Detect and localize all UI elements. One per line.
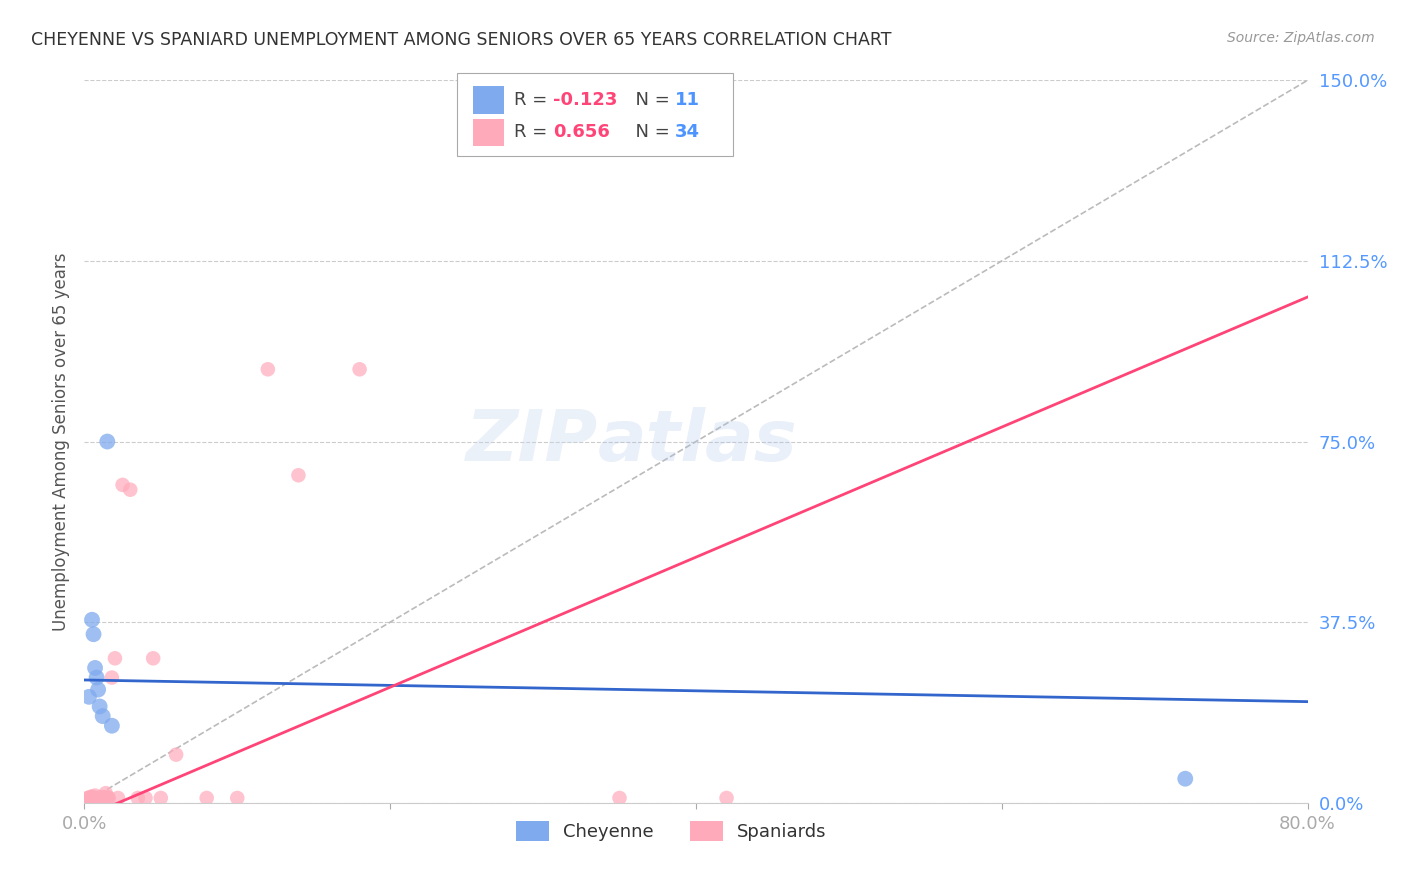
Text: N =: N = bbox=[624, 123, 675, 141]
Point bbox=[87, 682, 110, 697]
Text: 34: 34 bbox=[675, 123, 700, 141]
Point bbox=[83, 627, 105, 641]
Point bbox=[90, 790, 112, 805]
Point bbox=[93, 791, 115, 805]
Point bbox=[80, 791, 103, 805]
Point bbox=[120, 483, 142, 497]
Text: R =: R = bbox=[513, 123, 553, 141]
Point bbox=[111, 478, 134, 492]
Text: R =: R = bbox=[513, 91, 553, 109]
Legend: Cheyenne, Spaniards: Cheyenne, Spaniards bbox=[509, 814, 834, 848]
Text: atlas: atlas bbox=[598, 407, 797, 476]
Point bbox=[86, 791, 108, 805]
Point bbox=[349, 362, 371, 376]
Point bbox=[107, 791, 129, 805]
Point bbox=[1174, 772, 1197, 786]
Point bbox=[287, 468, 309, 483]
Point bbox=[104, 651, 127, 665]
Point bbox=[142, 651, 165, 665]
Point bbox=[87, 791, 110, 805]
Point bbox=[76, 791, 98, 805]
Point bbox=[91, 709, 114, 723]
Point bbox=[226, 791, 249, 805]
Text: 11: 11 bbox=[675, 91, 700, 109]
Point bbox=[96, 790, 118, 805]
Point bbox=[135, 791, 157, 805]
Point bbox=[94, 786, 117, 800]
Point bbox=[101, 719, 124, 733]
Point bbox=[97, 791, 120, 805]
FancyBboxPatch shape bbox=[457, 73, 733, 156]
FancyBboxPatch shape bbox=[474, 119, 503, 146]
Text: N =: N = bbox=[624, 91, 675, 109]
Text: ZIP: ZIP bbox=[465, 407, 598, 476]
Point bbox=[84, 661, 107, 675]
Point bbox=[89, 791, 111, 805]
FancyBboxPatch shape bbox=[474, 86, 503, 113]
Point bbox=[83, 791, 105, 805]
Y-axis label: Unemployment Among Seniors over 65 years: Unemployment Among Seniors over 65 years bbox=[52, 252, 70, 631]
Text: CHEYENNE VS SPANIARD UNEMPLOYMENT AMONG SENIORS OVER 65 YEARS CORRELATION CHART: CHEYENNE VS SPANIARD UNEMPLOYMENT AMONG … bbox=[31, 31, 891, 49]
Text: -0.123: -0.123 bbox=[553, 91, 617, 109]
Point bbox=[89, 699, 111, 714]
Point bbox=[149, 791, 172, 805]
Text: Source: ZipAtlas.com: Source: ZipAtlas.com bbox=[1227, 31, 1375, 45]
Point bbox=[96, 434, 118, 449]
Point bbox=[165, 747, 187, 762]
Point bbox=[127, 791, 149, 805]
Point bbox=[77, 791, 100, 805]
Point bbox=[96, 791, 118, 805]
Point bbox=[79, 790, 101, 805]
Point bbox=[77, 690, 100, 704]
Point bbox=[195, 791, 218, 805]
Point bbox=[84, 789, 107, 803]
Point bbox=[80, 789, 103, 804]
Text: 0.656: 0.656 bbox=[553, 123, 610, 141]
Point bbox=[91, 791, 114, 805]
Point bbox=[257, 362, 280, 376]
Point bbox=[609, 791, 631, 805]
Point bbox=[80, 613, 103, 627]
Point bbox=[86, 671, 108, 685]
Point bbox=[101, 671, 124, 685]
Point bbox=[716, 791, 738, 805]
